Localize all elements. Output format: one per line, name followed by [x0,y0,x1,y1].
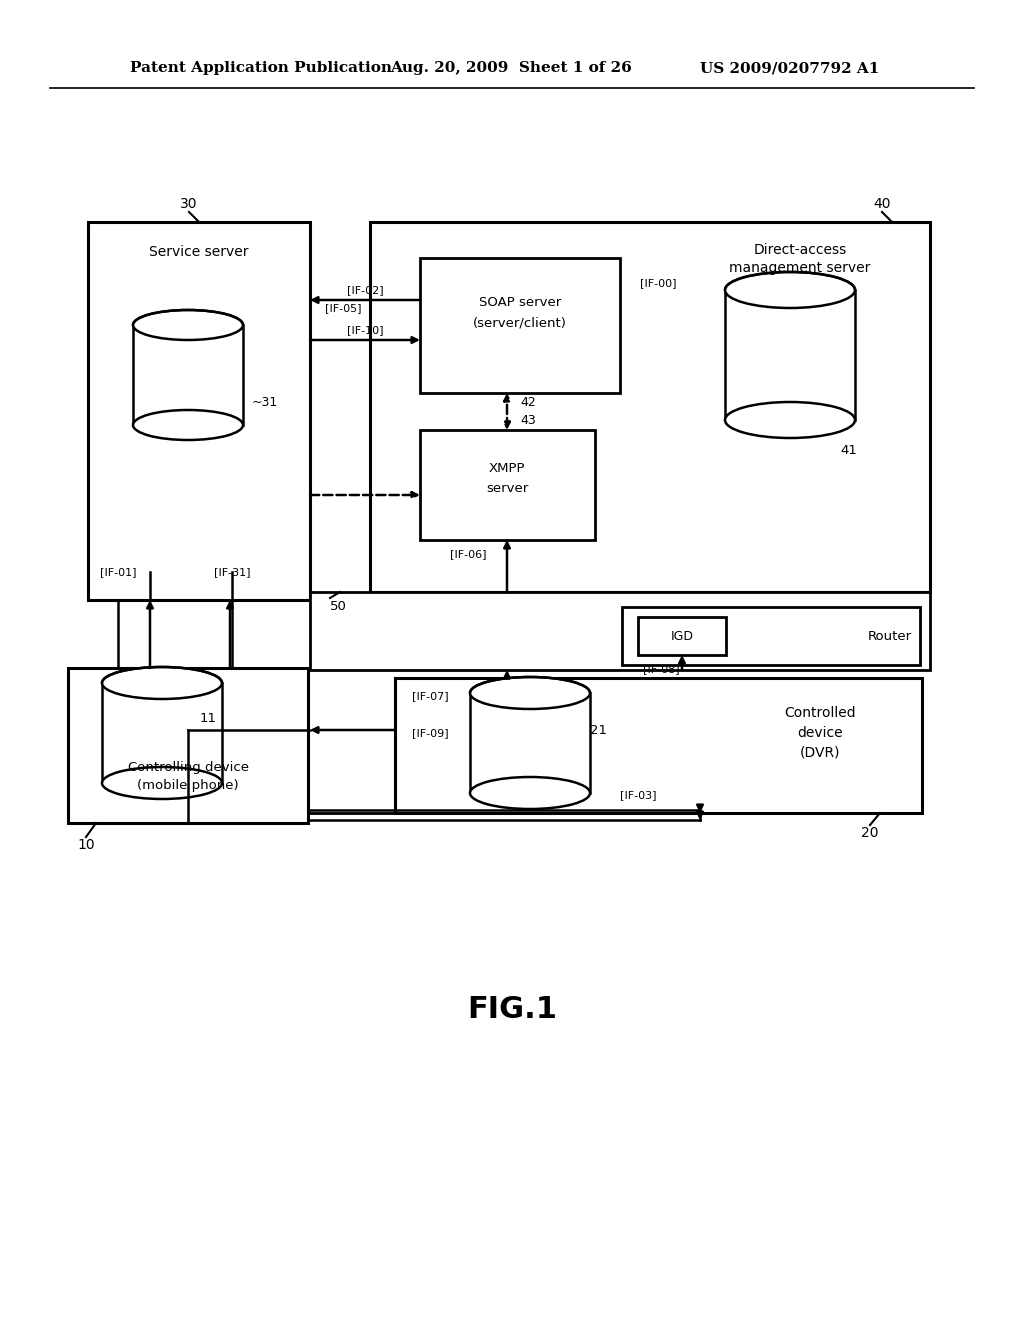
Text: Controlling device: Controlling device [128,762,249,775]
Text: [IF-09]: [IF-09] [412,729,449,738]
Text: [IF-07]: [IF-07] [412,690,449,701]
Bar [420,430,595,540]
Ellipse shape [725,403,855,438]
Ellipse shape [725,272,855,308]
Text: [IF-10]: [IF-10] [347,325,383,335]
Ellipse shape [470,777,590,809]
Text: [IF-08]: [IF-08] [643,664,680,675]
Bar [370,222,930,591]
Text: [IF-01]: [IF-01] [99,568,136,577]
Text: [IF-00]: [IF-00] [640,279,677,288]
Bar [68,668,308,822]
Text: 40: 40 [873,197,891,211]
Bar [310,591,930,671]
Text: ~31: ~31 [252,396,279,408]
Text: Aug. 20, 2009  Sheet 1 of 26: Aug. 20, 2009 Sheet 1 of 26 [390,61,632,75]
Text: FIG.1: FIG.1 [467,995,557,1024]
Text: server: server [485,482,528,495]
Text: 42: 42 [520,396,536,409]
Text: 41: 41 [840,444,857,457]
Text: 50: 50 [330,599,347,612]
Text: 30: 30 [180,197,198,211]
Text: [IF-31]: [IF-31] [214,568,250,577]
Text: (server/client): (server/client) [473,317,567,330]
Polygon shape [725,290,855,420]
Text: (DVR): (DVR) [800,746,841,760]
Text: IGD: IGD [671,630,693,643]
Polygon shape [133,325,243,425]
Polygon shape [470,693,590,793]
Ellipse shape [102,667,222,700]
Bar [622,607,920,665]
Ellipse shape [133,310,243,341]
Text: 43: 43 [520,413,536,426]
Text: 20: 20 [861,826,879,840]
Text: Service server: Service server [150,246,249,259]
Bar [395,678,922,813]
Text: [IF-03]: [IF-03] [620,789,656,800]
Ellipse shape [470,677,590,709]
Bar [638,616,726,655]
Text: 11: 11 [200,711,217,725]
Bar [420,257,620,393]
Text: (mobile phone): (mobile phone) [137,780,239,792]
Text: SOAP server: SOAP server [479,297,561,309]
Text: 10: 10 [77,838,95,851]
Bar [88,222,310,601]
Text: management server: management server [729,261,870,275]
Text: device: device [798,726,843,741]
Text: Patent Application Publication: Patent Application Publication [130,61,392,75]
Text: [IF-02]: [IF-02] [347,285,383,294]
Text: XMPP: XMPP [488,462,525,474]
Text: Controlled: Controlled [784,706,856,719]
Text: [IF-06]: [IF-06] [450,549,486,558]
Text: Router: Router [868,630,912,643]
Text: [IF-05]: [IF-05] [325,304,361,313]
Ellipse shape [133,411,243,440]
Text: 21: 21 [590,723,607,737]
Text: Direct-access: Direct-access [754,243,847,257]
Polygon shape [102,682,222,783]
Ellipse shape [102,767,222,799]
Text: US 2009/0207792 A1: US 2009/0207792 A1 [700,61,880,75]
